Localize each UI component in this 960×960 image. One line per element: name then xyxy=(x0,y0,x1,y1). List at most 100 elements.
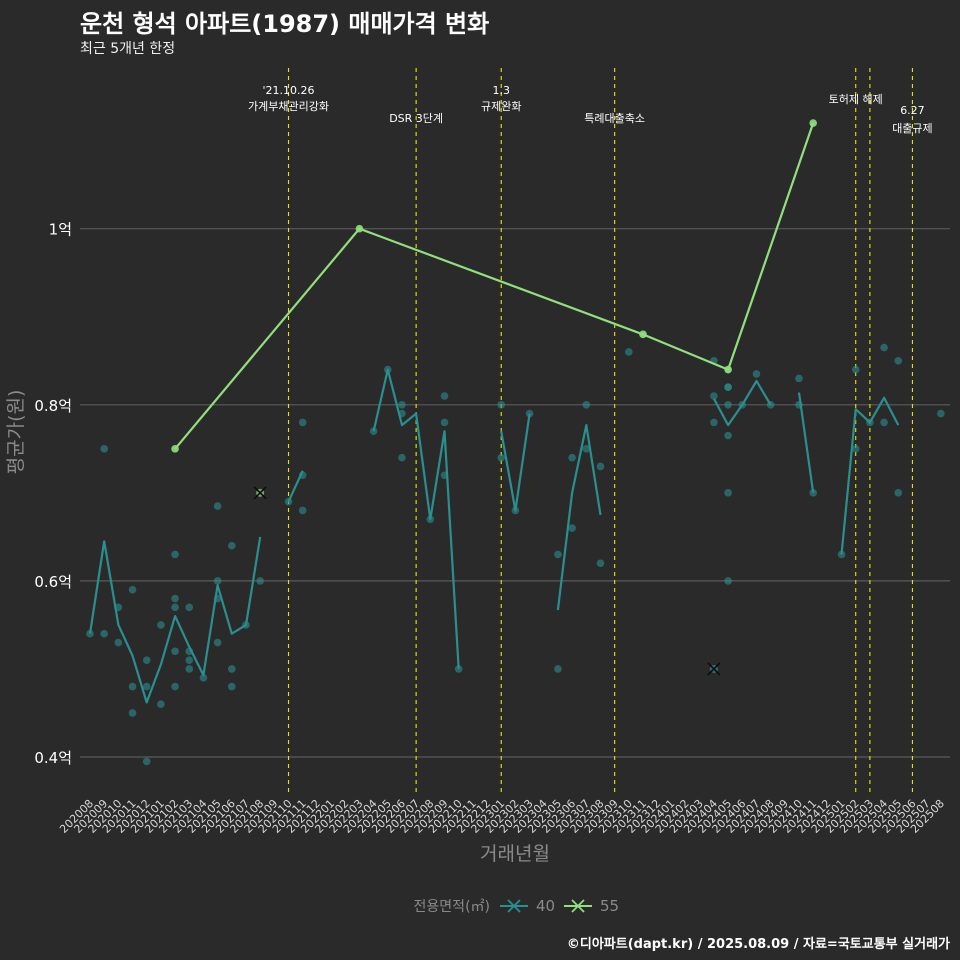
data-point xyxy=(142,757,151,766)
data-point xyxy=(213,638,222,647)
data-point xyxy=(582,445,591,453)
data-point xyxy=(228,682,236,691)
data-point xyxy=(582,401,591,409)
data-point xyxy=(596,462,605,471)
data-point xyxy=(454,665,463,673)
event-label: '21.10.26 xyxy=(263,84,315,97)
data-point xyxy=(298,418,307,427)
data-point xyxy=(398,453,406,462)
chart-subtitle: 최근 5개년 한정 xyxy=(80,41,176,57)
data-point xyxy=(228,541,236,550)
data-point xyxy=(724,489,732,497)
data-point xyxy=(738,401,747,409)
event-label: 가계부채관리강화 xyxy=(248,100,329,113)
x-axis: 2020082020092020102020112020122021012021… xyxy=(57,797,947,836)
data-point xyxy=(142,656,151,664)
data-point xyxy=(171,682,179,691)
legend-item-label: 40 xyxy=(536,897,555,915)
cancelled-marker xyxy=(253,486,267,500)
data-point xyxy=(142,682,151,691)
grid-lines: 0.4억 0.6억 0.8억 1억 xyxy=(34,221,950,767)
data-point xyxy=(100,629,108,638)
data-point xyxy=(440,418,449,427)
y-axis-title: 평균가(원) xyxy=(5,390,27,475)
legend-key-x xyxy=(507,899,521,913)
data-point xyxy=(440,471,449,480)
data-point xyxy=(213,594,222,603)
event-label: DSR 3단계 xyxy=(389,112,443,125)
data-point xyxy=(185,603,194,612)
series-line xyxy=(88,536,262,704)
data-point xyxy=(298,506,307,515)
data-point xyxy=(752,370,761,378)
data-point xyxy=(440,392,449,400)
data-point xyxy=(851,445,860,453)
data-point xyxy=(554,550,562,559)
data-point xyxy=(625,348,633,356)
data-point xyxy=(171,594,179,603)
data-point xyxy=(171,647,179,656)
data-point xyxy=(213,577,222,585)
data-point xyxy=(128,682,137,691)
y-tick-label: 0.8억 xyxy=(34,397,72,415)
data-point xyxy=(724,577,732,585)
data-point xyxy=(511,506,520,515)
data-point xyxy=(298,471,307,480)
data-point xyxy=(426,515,435,524)
data-point xyxy=(185,656,194,664)
legend-title: 전용면적(㎡) xyxy=(414,899,490,915)
data-point xyxy=(171,550,179,559)
y-tick-label: 0.6억 xyxy=(34,573,72,591)
data-point xyxy=(568,453,576,462)
series-40 xyxy=(86,330,945,766)
legend-key-x xyxy=(571,899,585,913)
event-label: 1.3 xyxy=(492,84,510,97)
data-point xyxy=(128,709,137,717)
legend-item-label: 55 xyxy=(600,897,619,915)
data-point xyxy=(851,365,860,374)
data-point xyxy=(837,550,846,559)
data-point xyxy=(795,374,803,383)
chart-title: 운천 형석 아파트(1987) 매매가격 변화 xyxy=(80,10,490,38)
data-point xyxy=(525,409,534,418)
event-label: 6.27 xyxy=(900,104,925,117)
data-point xyxy=(866,418,874,427)
data-point xyxy=(171,603,179,612)
data-point xyxy=(157,700,165,708)
source-caption: ©디아파트(dapt.kr) / 2025.08.09 / 자료=국토교통부 실… xyxy=(566,937,950,952)
cancelled-marker xyxy=(707,662,721,676)
series-line xyxy=(556,424,602,611)
data-point xyxy=(355,224,364,233)
event-label: 특례대출축소 xyxy=(584,112,645,125)
data-point xyxy=(369,427,378,436)
data-point xyxy=(185,647,194,656)
data-point xyxy=(284,497,293,506)
series-line xyxy=(797,392,815,494)
data-point xyxy=(568,524,576,532)
event-label: 규제완화 xyxy=(481,100,521,113)
data-point xyxy=(880,418,888,427)
data-point xyxy=(213,502,222,510)
data-point xyxy=(199,673,208,682)
data-point xyxy=(100,445,108,453)
data-point xyxy=(766,401,775,409)
data-point xyxy=(710,418,718,427)
data-point xyxy=(795,401,803,409)
legend: 전용면적(㎡) 40 55 xyxy=(414,897,620,915)
y-tick-label: 1억 xyxy=(49,221,72,239)
data-point xyxy=(398,401,406,409)
data-point xyxy=(128,585,137,594)
data-point xyxy=(639,330,647,339)
data-point xyxy=(724,401,732,409)
data-point xyxy=(724,383,732,391)
series-55 xyxy=(171,119,817,500)
data-point xyxy=(171,445,179,453)
data-point xyxy=(497,401,506,409)
data-point xyxy=(185,665,194,673)
data-point xyxy=(398,409,406,418)
data-point xyxy=(497,453,506,462)
y-tick-label: 0.4억 xyxy=(34,749,72,767)
data-point xyxy=(596,559,605,568)
data-point xyxy=(114,638,123,647)
